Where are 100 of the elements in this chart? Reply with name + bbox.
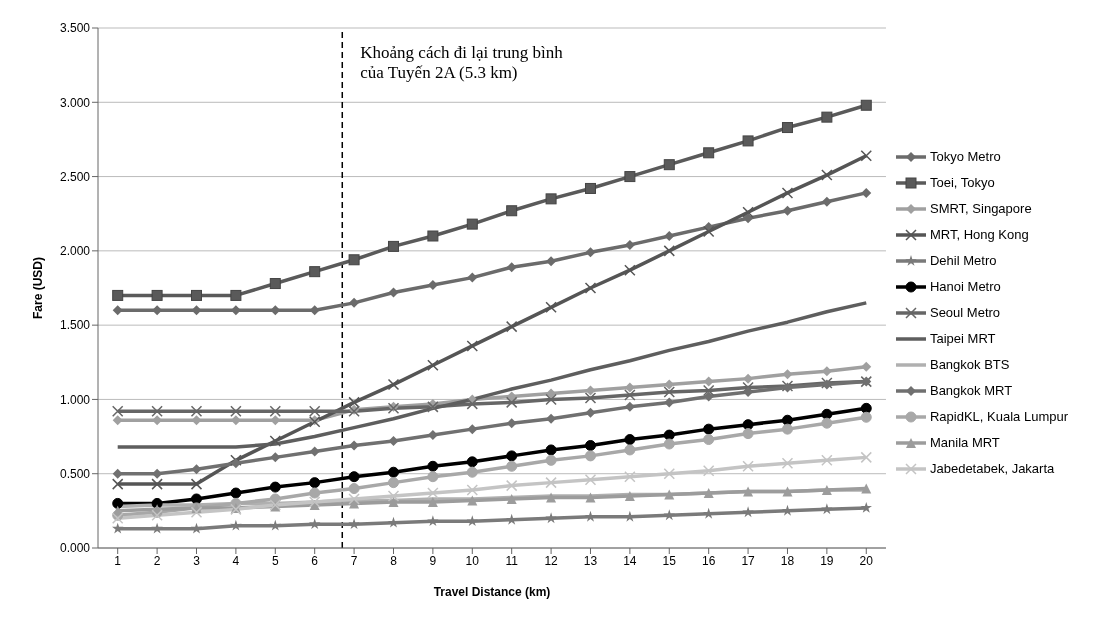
x-tick-label: 13 xyxy=(583,553,598,568)
point xyxy=(427,515,439,527)
point xyxy=(466,218,478,230)
x-tick-label: 2 xyxy=(153,553,161,568)
point xyxy=(308,518,321,530)
point xyxy=(624,470,636,483)
y-tick-label: 2.500 xyxy=(59,169,91,184)
point xyxy=(545,512,557,524)
x-tick-label: 6 xyxy=(311,553,319,568)
point xyxy=(506,262,517,273)
point xyxy=(663,509,675,521)
x-tick-label: 16 xyxy=(702,553,716,568)
point xyxy=(505,479,518,492)
point xyxy=(545,454,557,466)
point xyxy=(624,444,636,456)
point xyxy=(584,392,597,404)
point xyxy=(703,423,715,435)
point xyxy=(584,450,596,462)
point xyxy=(860,451,873,464)
point xyxy=(349,440,360,451)
legend-label: Dehil Metro xyxy=(929,252,997,270)
point xyxy=(190,506,203,519)
point xyxy=(624,389,636,401)
point xyxy=(584,282,597,294)
point xyxy=(427,471,439,483)
point xyxy=(348,396,360,409)
point xyxy=(427,401,439,413)
point xyxy=(111,478,124,490)
point xyxy=(703,488,714,499)
x-tick-label: 4 xyxy=(232,553,240,568)
point xyxy=(702,464,715,477)
point xyxy=(585,407,596,418)
legend-label: Jabedetabek, Jakarta xyxy=(929,460,1055,478)
legend-label: Taipei MRT xyxy=(929,330,996,348)
point xyxy=(585,247,596,258)
point xyxy=(309,477,321,489)
point xyxy=(584,182,596,194)
x-tick-label: 1 xyxy=(114,553,122,568)
point xyxy=(624,434,636,446)
point xyxy=(467,272,478,283)
point xyxy=(702,225,715,238)
point xyxy=(309,266,321,278)
point xyxy=(546,492,557,503)
point xyxy=(269,278,281,290)
point xyxy=(742,206,754,218)
point xyxy=(781,187,794,199)
point xyxy=(230,289,242,301)
point xyxy=(349,297,360,308)
point xyxy=(112,497,124,509)
point xyxy=(112,305,123,316)
point xyxy=(269,519,281,531)
x-tick-label: 14 xyxy=(623,553,637,568)
point xyxy=(861,361,872,372)
y-tick-label: 3.500 xyxy=(59,21,91,36)
point xyxy=(269,405,282,418)
point xyxy=(861,187,872,198)
point xyxy=(506,205,518,217)
point xyxy=(191,289,202,301)
point xyxy=(545,393,557,406)
point xyxy=(742,506,754,518)
point xyxy=(309,446,320,457)
point xyxy=(860,501,872,513)
x-tick-label: 20 xyxy=(859,553,874,568)
point xyxy=(624,401,635,412)
point xyxy=(664,489,675,500)
legend-label: Hanoi Metro xyxy=(929,278,1001,296)
point xyxy=(546,413,557,424)
point xyxy=(387,477,399,489)
point xyxy=(467,424,478,435)
point xyxy=(821,485,832,496)
point xyxy=(624,264,636,276)
point xyxy=(151,522,163,534)
point xyxy=(230,519,242,531)
point xyxy=(151,478,163,490)
point xyxy=(663,438,675,450)
point xyxy=(821,417,833,429)
legend-label: Bangkok MRT xyxy=(929,382,1013,400)
point xyxy=(427,460,439,472)
point xyxy=(348,518,360,530)
point xyxy=(505,396,518,409)
point xyxy=(427,496,438,507)
point xyxy=(466,340,479,352)
point xyxy=(388,436,399,447)
point xyxy=(546,256,557,267)
point xyxy=(545,301,557,314)
point xyxy=(348,483,360,495)
point xyxy=(506,450,518,462)
point xyxy=(663,159,675,171)
point xyxy=(663,245,676,257)
point xyxy=(230,405,242,418)
point xyxy=(348,471,360,483)
point xyxy=(309,487,321,499)
point xyxy=(781,122,793,134)
point xyxy=(151,509,163,522)
point xyxy=(348,254,360,266)
x-tick-label: 9 xyxy=(429,553,437,568)
point xyxy=(663,429,675,441)
point xyxy=(112,468,123,479)
y-tick-label: 1.000 xyxy=(59,392,91,407)
point xyxy=(190,522,203,534)
